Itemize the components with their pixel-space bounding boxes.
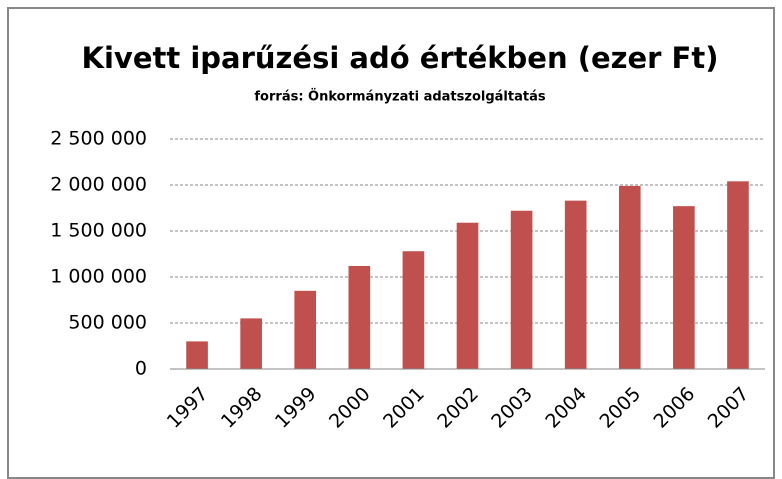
bar	[402, 251, 425, 369]
bar	[348, 265, 371, 369]
y-tick-label: 1 500 000	[50, 220, 147, 242]
chart-frame	[7, 7, 775, 479]
y-tick-label: 500 000	[68, 312, 147, 334]
y-tick-label: 1 000 000	[50, 266, 147, 288]
chart-subtitle: forrás: Önkormányzati adatszolgáltatás	[254, 89, 545, 105]
bar	[240, 318, 262, 369]
bar	[510, 210, 533, 369]
bar	[564, 200, 587, 369]
bar	[186, 341, 208, 369]
bar	[618, 185, 641, 369]
bar	[456, 222, 479, 369]
y-tick-label: 2 000 000	[50, 174, 147, 196]
chart-title: Kivett iparűzési adó értékben (ezer Ft)	[82, 41, 719, 75]
y-tick-label: 0	[135, 358, 147, 380]
bar	[673, 206, 695, 369]
bar	[294, 290, 317, 369]
bar	[727, 181, 749, 369]
y-tick-label: 2 500 000	[50, 128, 147, 150]
